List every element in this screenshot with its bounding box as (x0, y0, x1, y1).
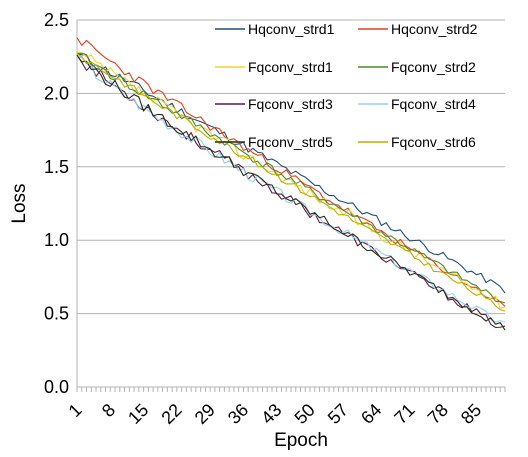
x-tick-label: 1 (65, 400, 86, 421)
y-tick-label: 0.5 (44, 304, 69, 324)
y-tick-label: 1.5 (44, 157, 69, 177)
y-tick-labels: 0.0 0.5 1.0 1.5 2.0 2.5 (44, 10, 69, 397)
y-tick-label: 0.0 (44, 377, 69, 397)
legend-label: Hqconv_strd1 (248, 21, 335, 37)
legend-label: Fqconv_strd3 (248, 96, 333, 112)
x-tick-label: 64 (357, 400, 385, 428)
y-axis-title: Loss (9, 183, 30, 223)
x-tick-label: 43 (257, 400, 285, 428)
x-tick-label: 22 (157, 400, 185, 428)
legend-label: Fqconv_strd1 (248, 59, 333, 75)
x-tick-label: 85 (457, 400, 485, 428)
series-line-fqconv-strd3 (76, 54, 506, 328)
series-line-fqconv-strd5 (76, 54, 506, 331)
series-line-fqconv-strd4 (76, 56, 506, 323)
x-tick-label: 57 (324, 400, 352, 428)
legend: Hqconv_strd1 Hqconv_strd2 Fqconv_strd1 Fqco… (215, 21, 478, 150)
x-tick-label: 71 (390, 400, 418, 428)
x-tick-label: 15 (124, 400, 152, 428)
x-tick-label: 36 (224, 400, 252, 428)
legend-label: Fqconv_strd2 (391, 59, 476, 75)
x-tick-label: 8 (98, 400, 119, 421)
x-tick-label: 29 (191, 400, 219, 428)
series-line-hqconv-strd1 (76, 53, 506, 294)
legend-label: Fqconv_strd4 (391, 96, 476, 112)
series-line-hqconv-strd2 (76, 37, 506, 307)
x-tick-label: 50 (291, 400, 319, 428)
series-line-fqconv-strd2 (76, 52, 506, 304)
y-tick-label: 2.5 (44, 10, 69, 30)
legend-label: Fqconv_strd6 (391, 134, 476, 150)
series-line-fqconv-strd1 (76, 51, 506, 309)
legend-label: Hqconv_strd2 (391, 21, 478, 37)
series-line-fqconv-strd6 (76, 53, 506, 312)
legend-label: Fqconv_strd5 (248, 134, 333, 150)
series-lines (76, 37, 506, 331)
x-axis-title: Epoch (274, 430, 328, 451)
x-tick-label: 78 (424, 400, 452, 428)
y-tick-label: 2.0 (44, 83, 69, 103)
y-tick-label: 1.0 (44, 230, 69, 250)
